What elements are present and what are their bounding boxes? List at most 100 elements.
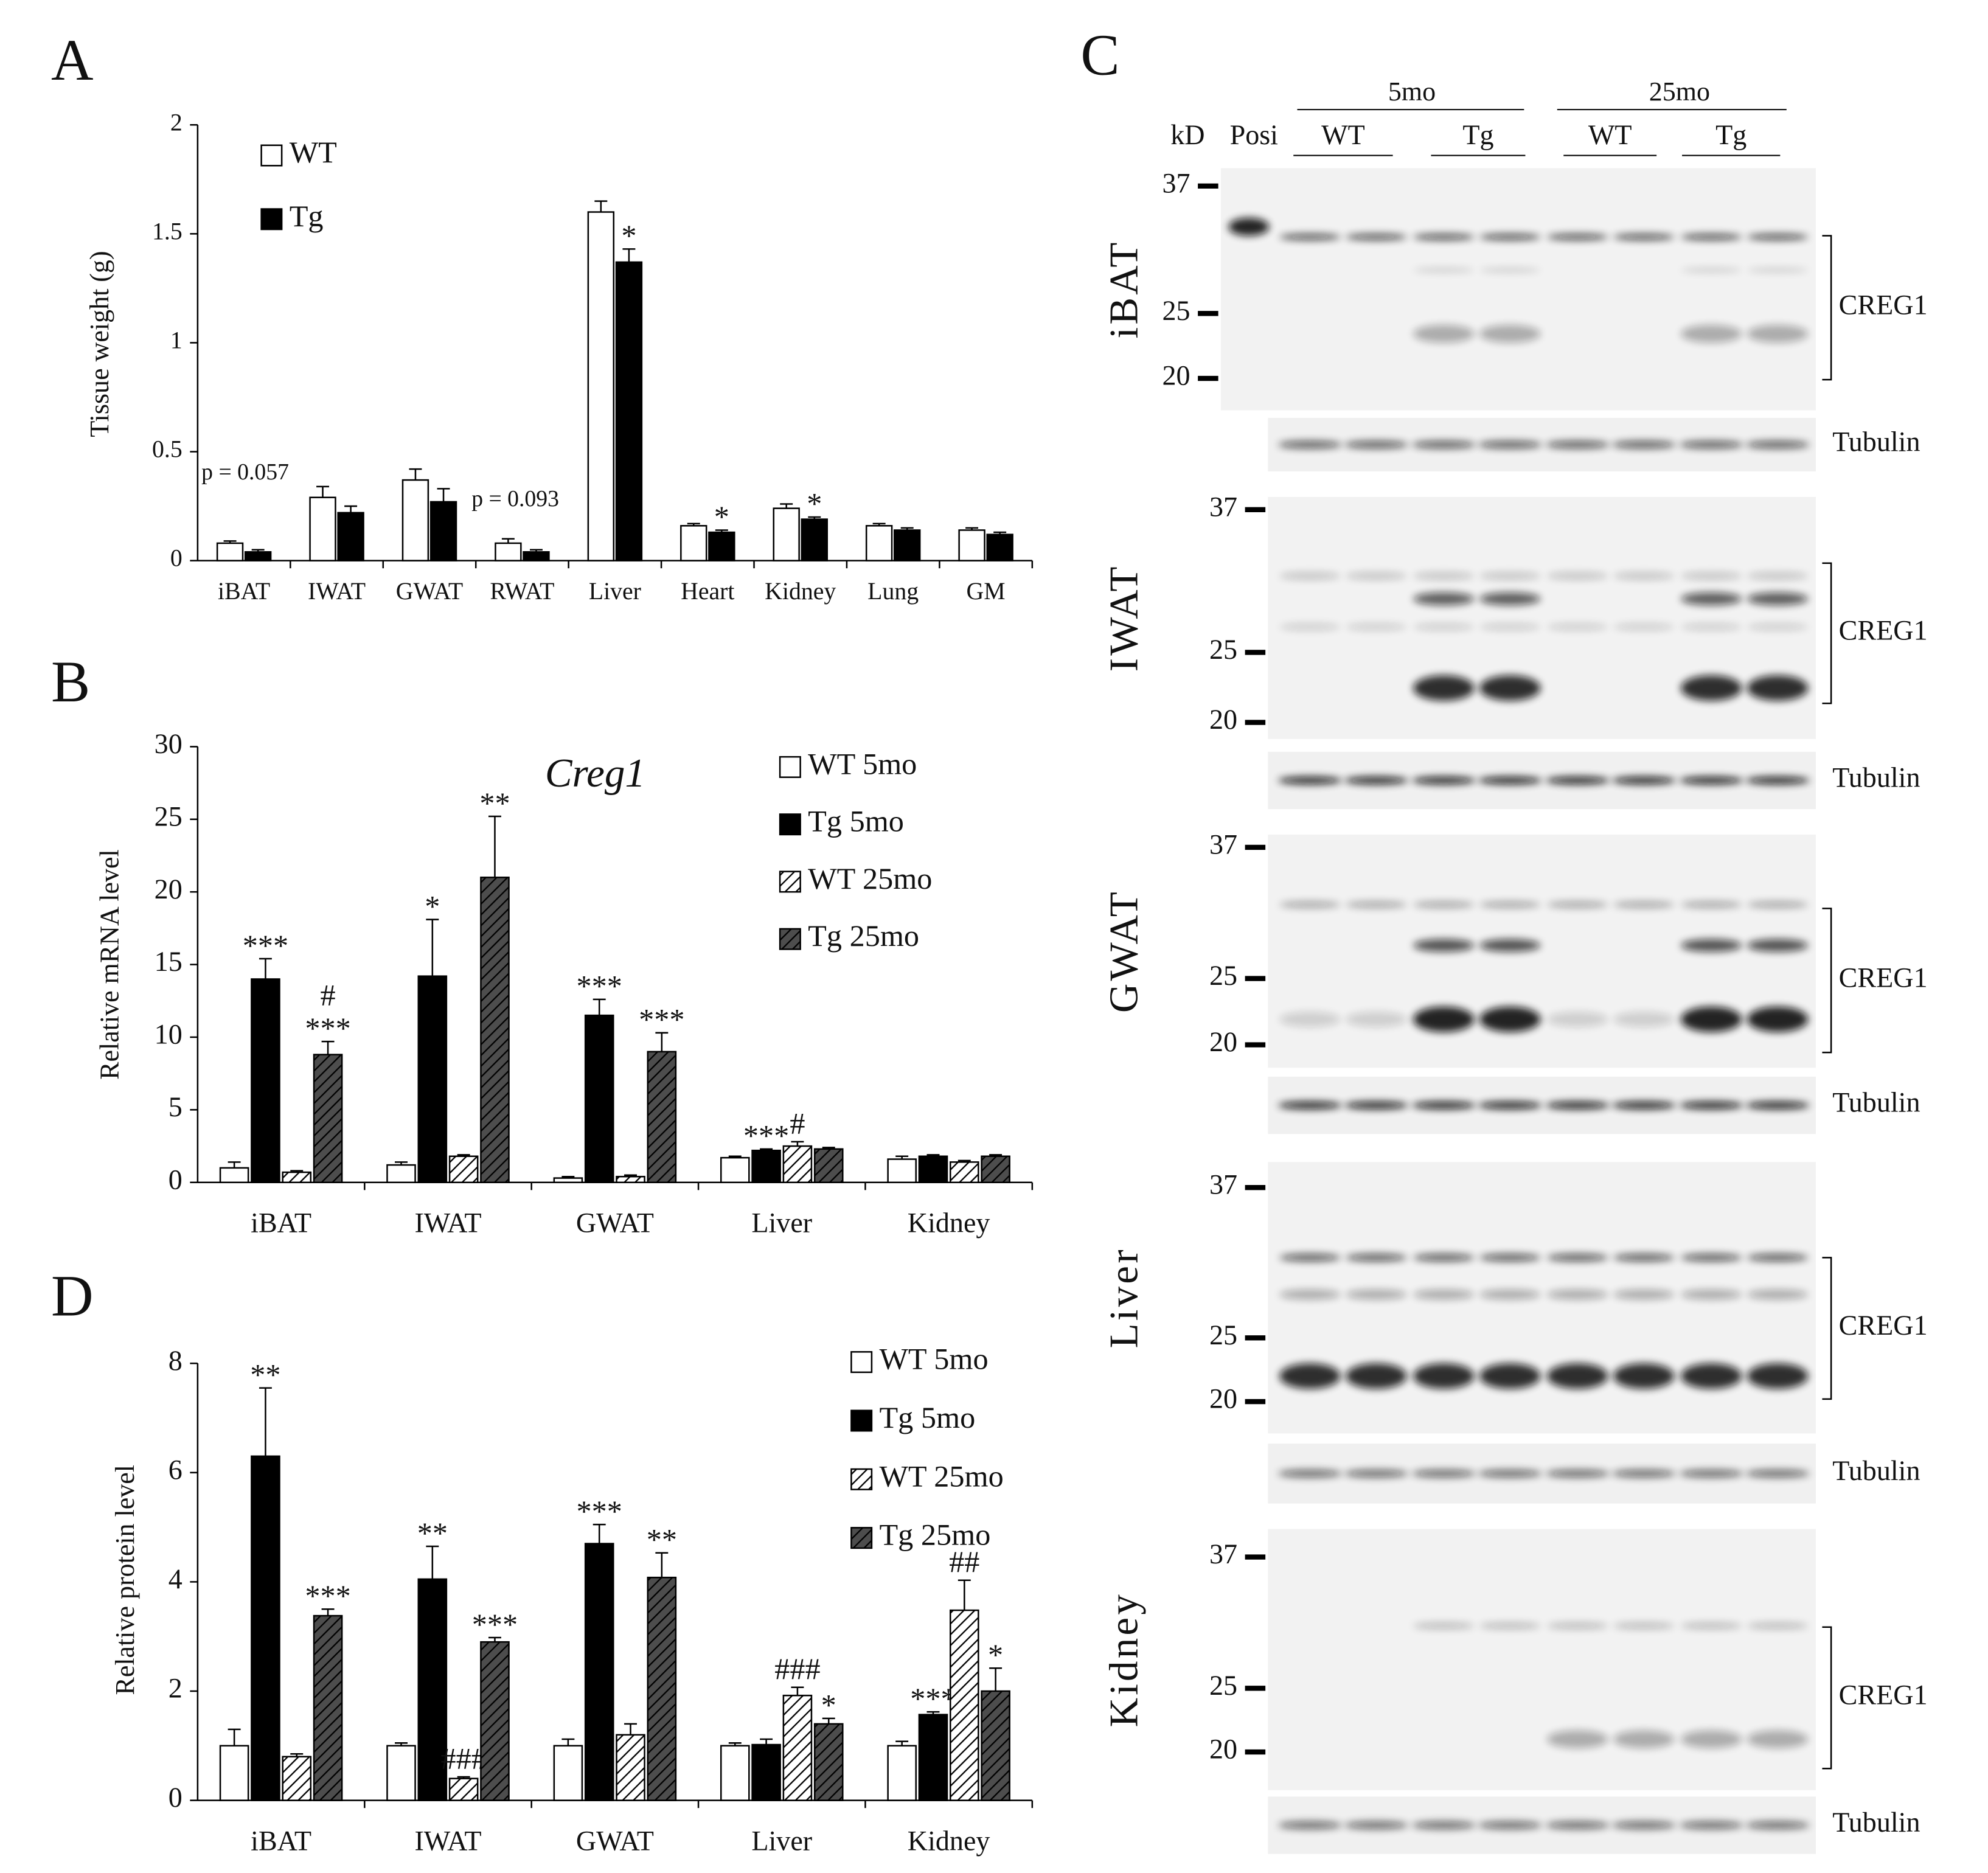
protein-band [1279,572,1341,580]
error-bar [223,540,237,543]
protein-band [1680,234,1742,240]
genotype-label: Tg [1462,119,1493,150]
y-tick-label: 25 [155,801,182,832]
legend-swatch [850,1409,873,1432]
significance-mark: * [425,889,440,923]
protein-band [1613,901,1675,908]
legend-label: Tg 5mo [808,804,904,838]
legend-label: Tg 25mo [808,919,919,953]
legend-swatch [850,1527,873,1549]
protein-band [1680,901,1742,908]
bar [386,1164,416,1184]
legend-swatch [779,928,801,950]
tubulin-band [1478,776,1542,785]
tubulin-band [1344,1821,1408,1829]
tubulin-band [1478,1821,1542,1829]
protein-band [1680,1254,1742,1262]
error-bar [529,549,543,552]
protein-band [1680,572,1742,580]
bar [720,1156,750,1184]
protein-band [1746,623,1809,631]
protein-band [1680,267,1742,273]
bracket [1822,1626,1832,1770]
protein-band [1547,1363,1608,1389]
bar [647,1051,677,1184]
bar [801,518,828,561]
bar [584,1543,614,1801]
error-bar [780,503,793,509]
marker-label: 25 [1209,1319,1237,1350]
tubulin-band [1344,1101,1408,1110]
tubulin-band [1745,776,1810,785]
tubulin-band [1679,1101,1743,1110]
legend-label: Tg [290,199,324,233]
protein-band [1479,234,1541,240]
bar [986,533,1013,561]
chart-title: Creg1 [545,751,645,796]
protein-band [1413,675,1475,701]
protein-band [1279,901,1341,908]
protein-band [1547,1289,1608,1300]
bar [616,1734,645,1801]
bar [584,1014,614,1184]
significance-mark: * [621,218,636,252]
error-bar [715,529,728,533]
tubulin-band [1278,776,1342,785]
bracket [1822,235,1832,381]
significance-mark: ** [417,1516,448,1550]
bar [981,1690,1010,1801]
error-bar [822,1147,835,1149]
protein-band [1279,1012,1341,1027]
tubulin-band [1679,1470,1743,1478]
y-tick-label: 5 [169,1091,182,1122]
protein-band [1413,234,1475,240]
error-bar [594,200,608,212]
tubulin-band [1545,776,1610,785]
bar [615,261,643,561]
marker-label: 37 [1162,167,1190,198]
bracket [1822,908,1832,1054]
y-tick-label: 10 [155,1019,182,1050]
bracket [1822,562,1832,704]
annotation: p = 0.057 [201,459,289,485]
protein-band [1279,1289,1341,1300]
protein-band [1547,1730,1608,1748]
age-significance-mark: ### [774,1652,820,1686]
bar [553,1745,583,1801]
protein-band [1547,623,1608,631]
x-tick-label: IWAT [414,1208,481,1239]
protein-band [1413,623,1475,631]
x-tick-label: Heart [681,578,734,605]
protein-band [1746,1006,1809,1032]
tubulin-band [1611,1821,1676,1829]
panel-letter: A [51,27,94,92]
protein-band [1613,1730,1675,1748]
protein-band [1547,572,1608,580]
significance-mark: * [988,1638,1003,1672]
protein-band [1413,592,1475,605]
legend-label: WT 25mo [879,1459,1003,1493]
protein-band [1613,1363,1675,1389]
y-tick-label: 1.5 [152,218,182,245]
bar [887,1745,917,1801]
x-tick-label: GWAT [576,1208,654,1239]
bar [244,551,272,561]
protein-band [1613,1289,1675,1300]
protein-band [1680,1289,1742,1300]
marker-label: 20 [1209,704,1237,735]
y-axis-label: Tissue weight (g) [85,251,114,437]
error-bar [561,1175,575,1178]
protein-band [1413,325,1475,343]
x-tick-label: Lung [867,578,919,605]
bar [773,507,800,561]
error-bar [488,1636,501,1642]
error-bar [228,1161,241,1168]
error-bar [437,488,450,502]
age-significance-mark: # [321,978,336,1012]
bar [958,529,985,561]
protein-band [1413,1289,1475,1300]
x-tick-label: RWAT [490,578,554,605]
error-bar [687,523,700,526]
target-label: CREG1 [1839,962,1928,993]
x-tick-label: Liver [751,1208,812,1239]
